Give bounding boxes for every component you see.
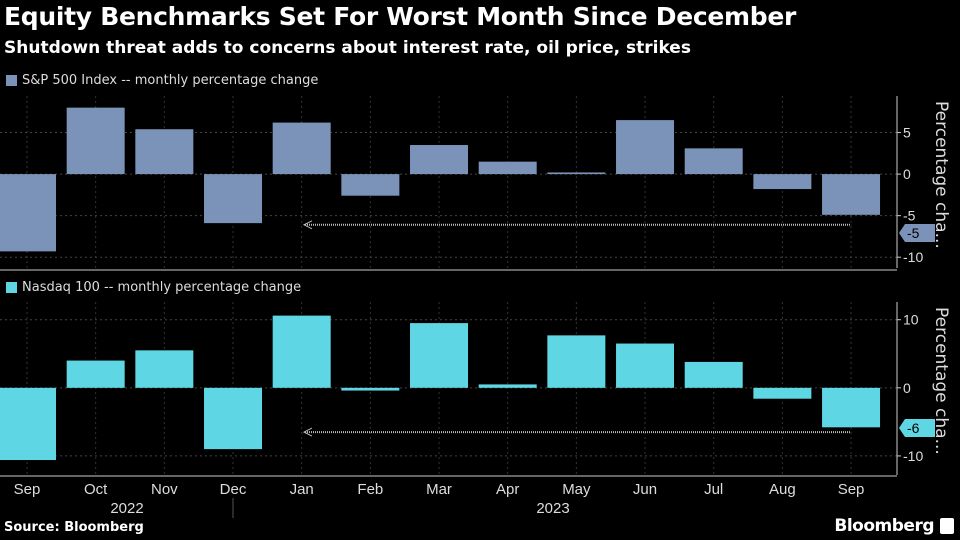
y-tick-label: 10 bbox=[903, 312, 919, 328]
last-value-callout bbox=[899, 224, 935, 242]
y-tick-label: -5 bbox=[903, 208, 916, 224]
last-value-callout bbox=[899, 419, 935, 437]
bar-nov bbox=[135, 350, 194, 388]
bar-jul bbox=[684, 361, 743, 388]
bar-feb bbox=[341, 174, 400, 196]
bar-sep bbox=[822, 174, 881, 215]
brand-logo: Bloomberg bbox=[834, 516, 934, 536]
bar-apr bbox=[478, 161, 537, 175]
legend-label: S&P 500 Index -- monthly percentage chan… bbox=[22, 73, 319, 88]
last-value-label: -5 bbox=[907, 225, 920, 241]
bar-may bbox=[547, 172, 606, 175]
y-tick-label: -10 bbox=[903, 448, 923, 464]
bloomberg-icon bbox=[940, 518, 954, 534]
x-tick-label: Sep bbox=[14, 481, 41, 498]
legend-label: Nasdaq 100 -- monthly percentage change bbox=[22, 280, 302, 295]
x-tick-label: Nov bbox=[151, 481, 178, 498]
bar-dec bbox=[204, 387, 263, 450]
source-note: Source: Bloomberg bbox=[4, 520, 144, 535]
bar-aug bbox=[753, 387, 812, 399]
bar-nov bbox=[135, 129, 194, 175]
bar-sep bbox=[0, 387, 56, 461]
bar-mar bbox=[410, 323, 469, 388]
y-tick-label: 5 bbox=[903, 125, 911, 141]
bar-may bbox=[547, 335, 606, 388]
bar-oct bbox=[66, 360, 125, 388]
last-value-label: -6 bbox=[907, 420, 920, 436]
bar-mar bbox=[410, 145, 469, 175]
bar-apr bbox=[478, 384, 537, 388]
x-tick-label: Feb bbox=[357, 481, 383, 498]
legend-swatch bbox=[6, 282, 17, 293]
bar-jul bbox=[684, 148, 743, 175]
x-tick-label: Jul bbox=[704, 481, 723, 498]
x-tick-label: Jun bbox=[633, 481, 657, 498]
y-axis-label: Percentage cha... bbox=[931, 307, 951, 455]
x-tick-label: Oct bbox=[84, 481, 108, 498]
bar-jan bbox=[272, 122, 331, 175]
legend-sp500: S&P 500 Index -- monthly percentage chan… bbox=[6, 73, 318, 88]
x-year-label: 2023 bbox=[536, 500, 569, 517]
x-year-label: 2022 bbox=[110, 500, 143, 517]
legend-swatch bbox=[6, 75, 17, 86]
legend-nasdaq: Nasdaq 100 -- monthly percentage change bbox=[6, 280, 301, 295]
x-tick-label: Mar bbox=[426, 481, 452, 498]
arrow-left-icon bbox=[302, 427, 313, 437]
x-tick-label: Dec bbox=[220, 481, 247, 498]
x-tick-label: Jan bbox=[290, 481, 314, 498]
bar-jan bbox=[272, 315, 331, 388]
bar-jun bbox=[616, 343, 675, 388]
bar-dec bbox=[204, 174, 263, 224]
bar-sep bbox=[822, 387, 881, 428]
bar-oct bbox=[66, 107, 125, 175]
chart-subtitle: Shutdown threat adds to concerns about i… bbox=[4, 38, 691, 58]
x-tick-label: May bbox=[562, 481, 591, 498]
bar-aug bbox=[753, 174, 812, 190]
x-tick-label: Sep bbox=[838, 481, 865, 498]
y-tick-label: -10 bbox=[903, 249, 923, 265]
y-tick-label: 0 bbox=[903, 380, 911, 396]
bar-sep bbox=[0, 174, 56, 252]
chart-title: Equity Benchmarks Set For Worst Month Si… bbox=[4, 2, 797, 31]
bar-feb bbox=[341, 387, 400, 391]
bar-jun bbox=[616, 120, 675, 175]
x-tick-label: Aug bbox=[769, 481, 796, 498]
arrow-left-icon bbox=[302, 220, 313, 230]
y-axis-label: Percentage cha... bbox=[931, 101, 951, 249]
x-tick-label: Apr bbox=[496, 481, 519, 498]
y-tick-label: 0 bbox=[903, 166, 911, 182]
